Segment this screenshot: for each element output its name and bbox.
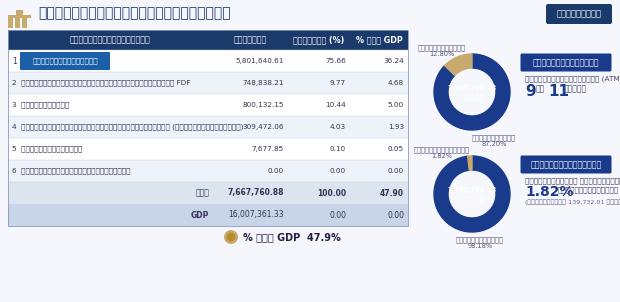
Text: 7,667,760.88: 7,667,760.88 — [228, 188, 284, 198]
Text: 4.03: 4.03 — [330, 124, 346, 130]
Bar — [8, 18, 13, 28]
Text: 12.80%: 12.80% — [430, 51, 454, 57]
Bar — [8, 30, 408, 50]
Text: 0.00: 0.00 — [388, 168, 404, 174]
Text: 75.66: 75.66 — [326, 58, 346, 64]
Text: ล้านบาท: ล้านบาท — [458, 196, 486, 202]
Circle shape — [226, 233, 236, 242]
Text: ความสกุลเงินกู้: ความสกุลเงินกู้ — [530, 160, 601, 169]
Text: การอายุคงเหลือ: การอายุคงเหลือ — [533, 58, 600, 67]
Text: 4.68: 4.68 — [388, 80, 404, 86]
Text: หนี้ในประเทศ: หนี้ในประเทศ — [456, 237, 504, 243]
Text: ล้านบาท: ล้านบาท — [234, 36, 267, 44]
Text: 1: 1 — [12, 56, 17, 66]
Text: รวม: รวม — [195, 188, 209, 198]
FancyBboxPatch shape — [521, 156, 611, 174]
Bar — [8, 15, 31, 18]
Text: หนี้สกุลเงิน ต่างประเทศ: หนี้สกุลเงิน ต่างประเทศ — [525, 178, 620, 184]
FancyBboxPatch shape — [546, 4, 612, 24]
Bar — [22, 18, 27, 28]
Text: 10.44: 10.44 — [326, 102, 346, 108]
Text: หนี้ระยะยาว: หนี้ระยะยาว — [472, 135, 516, 141]
Text: 1.93: 1.93 — [388, 124, 404, 130]
Text: 47.90: 47.90 — [380, 188, 404, 198]
Text: 800,132.15: 800,132.15 — [242, 102, 284, 108]
Text: 98.18%: 98.18% — [467, 243, 492, 249]
Text: องค์ประกอบของหนี้: องค์ประกอบของหนี้ — [70, 36, 151, 44]
Text: 0.00: 0.00 — [387, 210, 404, 220]
Text: 0.00: 0.00 — [268, 168, 284, 174]
Text: 5  หน่วยงานของรัฐ: 5 หน่วยงานของรัฐ — [12, 146, 82, 152]
Text: 7,667,760.88: 7,667,760.88 — [448, 187, 497, 193]
Text: 2  รัฐบาลกู้ต่อเพื่อใช้ความสัมพันธ์ของ FDF: 2 รัฐบาลกู้ต่อเพื่อใช้ความสัมพันธ์ของ FD… — [12, 80, 190, 86]
Text: 36.24: 36.24 — [383, 58, 404, 64]
Bar — [8, 50, 408, 72]
Text: 3  รัฐวิสาหกิจ: 3 รัฐวิสาหกิจ — [12, 102, 69, 108]
Text: ของหนี้สาธารณะ: ของหนี้สาธารณะ — [558, 187, 619, 193]
Text: 7,667,760.88: 7,667,760.88 — [448, 85, 497, 91]
Text: 16,007,361.33: 16,007,361.33 — [228, 210, 284, 220]
Text: (คิดเท่ากับ 139,732.01 ล้านบาท): (คิดเท่ากับ 139,732.01 ล้านบาท) — [525, 199, 620, 205]
Text: 4  รัฐวิสาหกิจที่ทำธุรกิจในภาคการเงิน (รัฐบาลค้ำประกัน): 4 รัฐวิสาหกิจที่ทำธุรกิจในภาคการเงิน (รั… — [12, 124, 244, 130]
Bar — [8, 182, 408, 204]
Bar — [8, 116, 408, 138]
Bar — [15, 18, 20, 28]
Text: ล้านบาท: ล้านบาท — [458, 94, 486, 100]
Text: อายุคงเหลือเฉลี่ย (ATM): อายุคงเหลือเฉลี่ย (ATM) — [525, 76, 620, 82]
Polygon shape — [445, 54, 472, 76]
Text: 1.82%: 1.82% — [432, 153, 453, 159]
Circle shape — [224, 230, 238, 244]
Text: 0.00: 0.00 — [330, 168, 346, 174]
Polygon shape — [434, 156, 510, 232]
Text: 7,677.85: 7,677.85 — [252, 146, 284, 152]
Bar — [8, 72, 408, 94]
Bar — [8, 30, 408, 226]
Bar — [8, 138, 408, 160]
Text: สัดส่วน (%): สัดส่วน (%) — [293, 36, 345, 44]
Bar — [8, 94, 408, 116]
Bar — [8, 160, 408, 182]
Text: % ต่อ GDP  47.9%: % ต่อ GDP 47.9% — [243, 232, 341, 242]
Text: 0.10: 0.10 — [330, 146, 346, 152]
Polygon shape — [467, 156, 472, 170]
Text: ปี: ปี — [536, 85, 545, 94]
Text: ดูทั้งหมด: ดูทั้งหมด — [557, 9, 601, 18]
Text: หนี้ระยะสั้น: หนี้ระยะสั้น — [418, 45, 466, 51]
Text: 87.20%: 87.20% — [481, 141, 507, 147]
Polygon shape — [434, 54, 510, 130]
Text: เดือน: เดือน — [564, 85, 587, 94]
Text: 748,838.21: 748,838.21 — [242, 80, 284, 86]
Text: รัฐบาลกู้โดยตรง: รัฐบาลกู้โดยตรง — [32, 58, 98, 64]
Text: 5,801,640.61: 5,801,640.61 — [236, 58, 284, 64]
Text: 11: 11 — [548, 83, 569, 98]
Text: 1.82%: 1.82% — [525, 185, 574, 199]
Text: 6  หน่วยกองทุนเพื่อการฟื้นฟู: 6 หน่วยกองทุนเพื่อการฟื้นฟู — [12, 168, 130, 174]
FancyBboxPatch shape — [521, 53, 611, 72]
Text: % ต่อ GDP: % ต่อ GDP — [356, 36, 402, 44]
Text: 5.00: 5.00 — [388, 102, 404, 108]
Bar — [8, 204, 408, 226]
Bar — [16, 10, 23, 15]
Text: 309,472.06: 309,472.06 — [242, 124, 284, 130]
Text: 0.00: 0.00 — [329, 210, 346, 220]
Text: 100.00: 100.00 — [317, 188, 346, 198]
Text: 0.05: 0.05 — [388, 146, 404, 152]
Text: 9: 9 — [525, 83, 536, 98]
Text: GDP: GDP — [190, 210, 209, 220]
Text: ข้อมูลหนี้สาธารณะคงค้าง: ข้อมูลหนี้สาธารณะคงค้าง — [38, 6, 231, 20]
FancyBboxPatch shape — [20, 52, 110, 70]
Text: 9.77: 9.77 — [330, 80, 346, 86]
Text: หนี้ต่างประเทศ: หนี้ต่างประเทศ — [414, 147, 470, 153]
